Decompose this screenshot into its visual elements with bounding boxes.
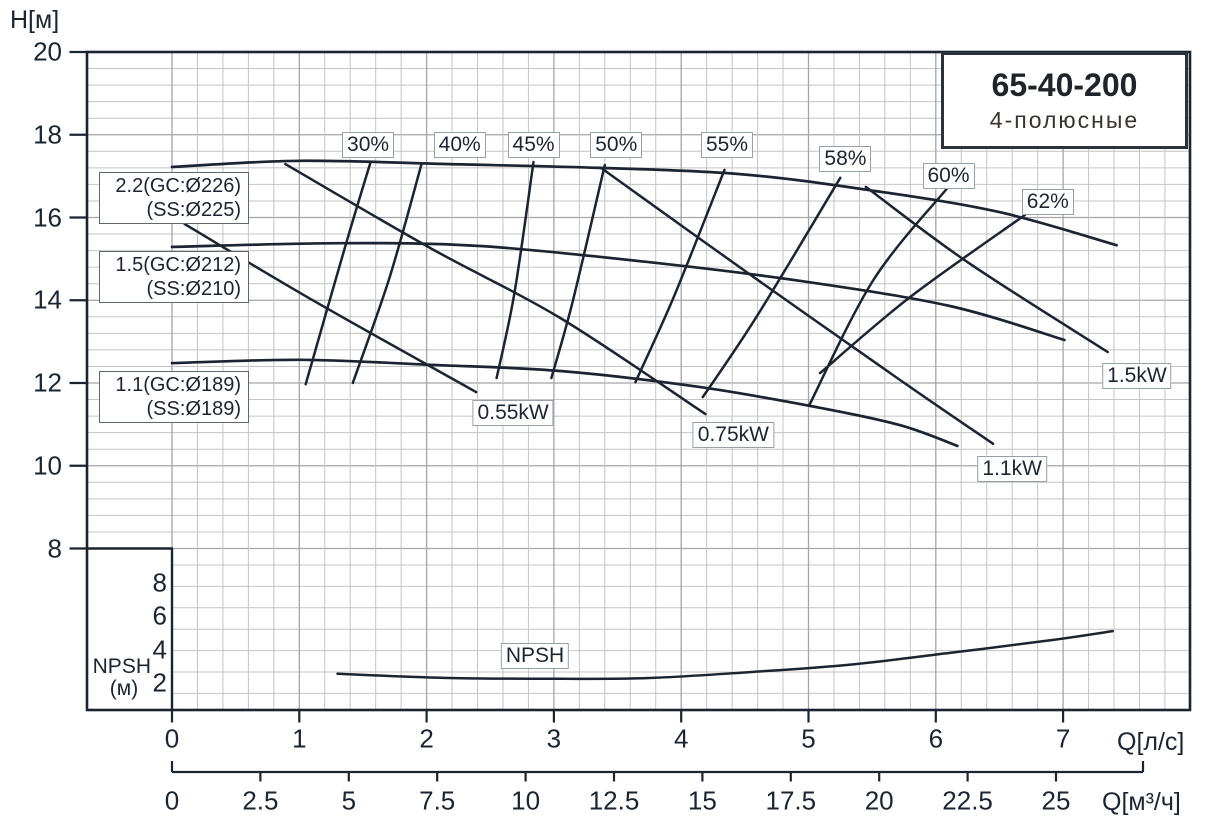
efficiency-line-62% (818, 213, 1027, 375)
pump-model: 65-40-200 (991, 67, 1138, 103)
power-line-1.5kW (864, 185, 1109, 354)
efficiency-line-58% (701, 176, 842, 399)
efficiency-line-40% (351, 162, 423, 385)
efficiency-line-50% (550, 163, 607, 380)
pump-pole-type: 4-полюсные (989, 107, 1140, 133)
plot-frame (85, 50, 1192, 712)
npsh-curve (336, 629, 1114, 681)
power-line-0.55kW (183, 222, 478, 394)
head-curve-o189 (170, 358, 959, 448)
efficiency-line-60% (808, 186, 949, 406)
efficiency-line-55% (634, 168, 726, 384)
title-box: 65-40-200 4-полюсные (941, 52, 1188, 149)
head-curve-o212 (170, 241, 1066, 342)
head-curve-o226 (170, 159, 1118, 247)
power-line-1.1kW (599, 166, 995, 446)
efficiency-line-30% (304, 160, 372, 386)
power-line-0.75kW (284, 162, 707, 416)
